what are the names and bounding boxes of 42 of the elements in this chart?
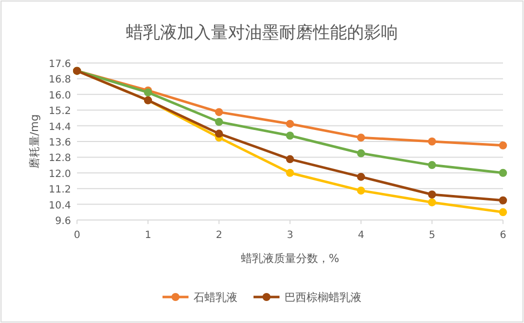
x-tick-label: 5: [428, 230, 436, 241]
point: [428, 198, 436, 206]
point: [286, 168, 294, 177]
x-tick-label: 1: [144, 230, 152, 241]
y-tick-label: 15.2: [48, 106, 71, 118]
y-tick-label: 14.4: [48, 122, 71, 133]
x-tick-label: 4: [358, 230, 364, 241]
point: [499, 196, 507, 204]
y-tick-label: 10.4: [48, 200, 71, 212]
x-tick-label: 6: [500, 230, 506, 241]
y-tick-label: 16.8: [48, 74, 71, 86]
y-tick-label: 12.8: [48, 153, 71, 164]
point: [428, 161, 436, 170]
y-tick-label: 16.0: [48, 90, 71, 102]
y-tick-label: 12.0: [48, 168, 71, 180]
point: [499, 168, 507, 177]
point: [286, 120, 294, 128]
point: [215, 130, 223, 138]
chart-title: 蜡乳液加入量对油墨耐磨性能的影响: [126, 23, 398, 43]
point: [215, 108, 223, 116]
point: [357, 172, 365, 181]
legend-label: 巴西棕榈蜡乳液: [284, 291, 362, 304]
x-tick-label: 3: [286, 230, 294, 241]
y-axis-title: 磨耗量/mg: [28, 114, 41, 169]
y-tick-label: 9.6: [55, 216, 71, 227]
point: [215, 118, 223, 126]
point: [499, 208, 507, 216]
y-tick-label: 11.2: [48, 184, 71, 196]
y-tick-label: 13.6: [48, 138, 71, 148]
point: [499, 141, 507, 150]
point: [428, 138, 436, 146]
x-tick-label: 0: [74, 230, 80, 241]
point: [357, 134, 365, 142]
point: [286, 132, 294, 140]
x-axis-title: 蜡乳液质量分数，%: [240, 252, 340, 265]
point: [428, 190, 436, 198]
legend-label: 石蜡乳液: [194, 291, 238, 304]
point: [357, 149, 365, 158]
point: [357, 186, 365, 195]
y-tick-label: 17.6: [48, 59, 71, 70]
point: [286, 155, 294, 164]
x-tick-label: 2: [216, 230, 222, 241]
